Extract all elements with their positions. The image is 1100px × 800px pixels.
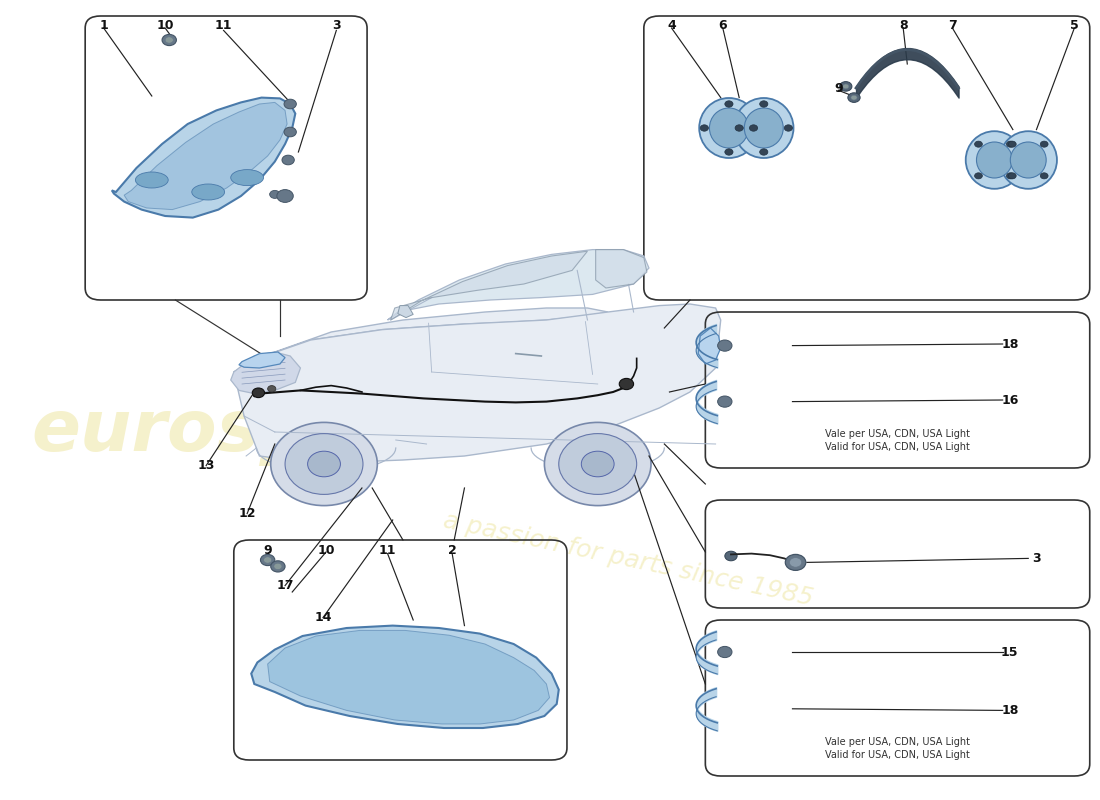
Text: eurospares: eurospares	[31, 398, 487, 466]
Circle shape	[735, 125, 744, 131]
Circle shape	[790, 558, 802, 567]
Text: Vale per USA, CDN, USA Light: Vale per USA, CDN, USA Light	[825, 430, 970, 439]
Text: Valid for USA, CDN, USA Light: Valid for USA, CDN, USA Light	[825, 442, 970, 452]
Text: 11: 11	[214, 19, 232, 32]
Text: 4: 4	[667, 19, 675, 32]
Text: 15: 15	[1001, 646, 1019, 658]
Circle shape	[271, 561, 285, 572]
Text: 6: 6	[718, 19, 727, 32]
Ellipse shape	[710, 108, 748, 148]
Polygon shape	[239, 352, 285, 368]
Circle shape	[544, 422, 651, 506]
Text: Valid for USA, CDN, USA Light: Valid for USA, CDN, USA Light	[825, 750, 970, 760]
Circle shape	[725, 101, 733, 107]
Polygon shape	[251, 626, 559, 728]
Text: 18: 18	[1001, 338, 1019, 350]
Polygon shape	[267, 630, 550, 724]
Circle shape	[717, 340, 732, 351]
Circle shape	[760, 101, 768, 107]
Text: Vale per USA, CDN, USA Light: Vale per USA, CDN, USA Light	[825, 738, 970, 747]
Text: 9: 9	[834, 82, 843, 94]
Circle shape	[284, 127, 296, 137]
Text: a passion for parts since 1985: a passion for parts since 1985	[441, 509, 816, 611]
Circle shape	[1006, 141, 1014, 147]
Ellipse shape	[977, 142, 1012, 178]
Text: 9: 9	[263, 544, 272, 557]
Polygon shape	[234, 308, 608, 372]
Circle shape	[267, 386, 276, 392]
Circle shape	[1009, 173, 1016, 179]
Text: 7: 7	[948, 19, 957, 32]
Circle shape	[581, 451, 614, 477]
Circle shape	[261, 554, 275, 566]
Circle shape	[717, 646, 732, 658]
Circle shape	[162, 34, 176, 46]
Text: 16: 16	[1001, 394, 1019, 406]
Polygon shape	[124, 102, 287, 210]
Circle shape	[701, 125, 708, 131]
Text: 8: 8	[899, 19, 907, 32]
Text: 12: 12	[239, 507, 256, 520]
Text: 17: 17	[276, 579, 294, 592]
Circle shape	[1041, 173, 1048, 179]
Ellipse shape	[1000, 131, 1057, 189]
Text: 5: 5	[1070, 19, 1079, 32]
Circle shape	[1006, 173, 1014, 179]
Ellipse shape	[745, 108, 783, 148]
Circle shape	[282, 155, 295, 165]
Text: 3: 3	[1032, 552, 1041, 565]
Circle shape	[271, 422, 377, 506]
Circle shape	[559, 434, 637, 494]
Text: 3: 3	[332, 19, 341, 32]
Circle shape	[851, 95, 857, 100]
Ellipse shape	[966, 131, 1023, 189]
Circle shape	[784, 125, 792, 131]
Circle shape	[839, 82, 851, 91]
Polygon shape	[596, 250, 647, 288]
Polygon shape	[234, 304, 720, 462]
Circle shape	[308, 451, 340, 477]
Text: 14: 14	[315, 611, 332, 624]
Ellipse shape	[734, 98, 793, 158]
Ellipse shape	[135, 172, 168, 188]
Circle shape	[760, 149, 768, 155]
Circle shape	[277, 190, 294, 202]
Circle shape	[725, 551, 737, 561]
Text: 10: 10	[317, 544, 334, 557]
Ellipse shape	[191, 184, 224, 200]
Text: 18: 18	[1001, 704, 1019, 717]
Circle shape	[975, 173, 982, 179]
Circle shape	[785, 554, 806, 570]
Circle shape	[725, 149, 733, 155]
Polygon shape	[231, 352, 300, 394]
Circle shape	[1009, 141, 1016, 147]
Circle shape	[252, 388, 265, 398]
Ellipse shape	[700, 98, 759, 158]
Text: 1: 1	[99, 19, 108, 32]
Circle shape	[285, 434, 363, 494]
Circle shape	[264, 557, 272, 563]
Circle shape	[274, 563, 282, 570]
Text: 11: 11	[378, 544, 396, 557]
Polygon shape	[387, 250, 649, 320]
Circle shape	[848, 93, 860, 102]
Circle shape	[749, 125, 758, 131]
Ellipse shape	[231, 170, 264, 186]
Circle shape	[165, 37, 174, 43]
Circle shape	[270, 190, 279, 198]
Polygon shape	[112, 98, 295, 218]
Text: 10: 10	[156, 19, 174, 32]
Polygon shape	[398, 306, 414, 318]
Circle shape	[843, 84, 849, 89]
Circle shape	[284, 99, 296, 109]
Text: 2: 2	[448, 544, 456, 557]
Circle shape	[975, 141, 982, 147]
Circle shape	[1041, 141, 1048, 147]
Polygon shape	[698, 328, 720, 364]
Circle shape	[717, 396, 732, 407]
Ellipse shape	[1010, 142, 1046, 178]
Text: 13: 13	[197, 459, 215, 472]
Circle shape	[619, 378, 634, 390]
Polygon shape	[390, 251, 587, 320]
